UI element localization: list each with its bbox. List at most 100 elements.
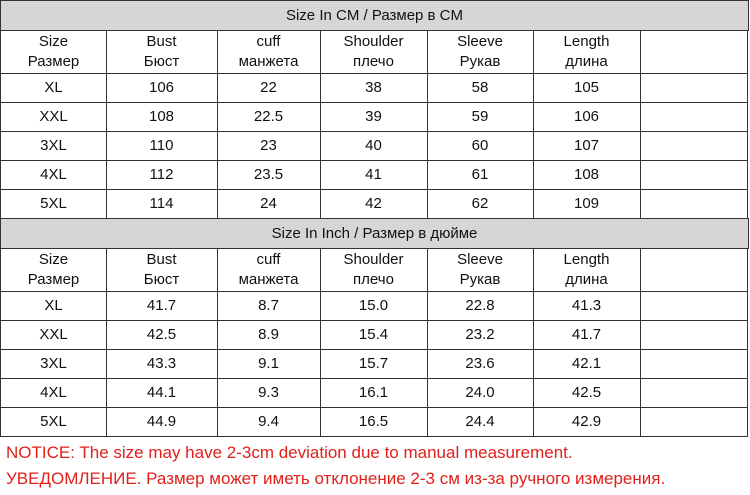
- notice-line: УВЕДОМЛЕНИЕ. Размер может иметь отклонен…: [6, 469, 666, 488]
- data-cell: 108: [533, 160, 641, 190]
- data-cell: 23.2: [427, 320, 534, 350]
- data-cell: 42.5: [533, 378, 641, 408]
- header-cell: [640, 248, 748, 292]
- data-cell: 61: [427, 160, 534, 190]
- header-cell: Length длина: [533, 30, 641, 74]
- data-cell: 107: [533, 131, 641, 161]
- header-line: Shoulder: [343, 250, 404, 268]
- header-line: Size: [38, 250, 69, 268]
- data-cell: 106: [533, 102, 641, 132]
- data-cell: 112: [106, 160, 218, 190]
- data-cell: 22.5: [217, 102, 321, 132]
- data-cell: 44.1: [106, 378, 218, 408]
- data-cell: 24: [217, 189, 321, 219]
- header-line: манжета: [238, 52, 299, 70]
- header-line: Bust: [146, 32, 177, 50]
- data-cell: 24.4: [427, 407, 534, 437]
- header-cell: Bust Бюст: [106, 248, 218, 292]
- header-line: длина: [565, 270, 608, 288]
- header-line: Shoulder: [343, 32, 404, 50]
- data-cell: 40: [320, 131, 428, 161]
- data-cell: 23.5: [217, 160, 321, 190]
- header-cell: Bust Бюст: [106, 30, 218, 74]
- header-cell: Shoulder плечо: [320, 30, 428, 74]
- data-cell: 42.5: [106, 320, 218, 350]
- data-cell: 22.8: [427, 291, 534, 321]
- data-cell: 42: [320, 189, 428, 219]
- data-cell: 15.7: [320, 349, 428, 379]
- data-cell: [640, 102, 748, 132]
- data-cell: 8.9: [217, 320, 321, 350]
- data-cell: [640, 73, 748, 103]
- header-line: Бюст: [143, 270, 180, 288]
- data-cell: 3XL: [0, 131, 107, 161]
- data-cell: 3XL: [0, 349, 107, 379]
- data-cell: 5XL: [0, 407, 107, 437]
- data-cell: 8.7: [217, 291, 321, 321]
- data-cell: 59: [427, 102, 534, 132]
- data-cell: [640, 131, 748, 161]
- header-line: Sleeve: [457, 32, 503, 50]
- header-cell: Length длина: [533, 248, 641, 292]
- header-cell: Shoulder плечо: [320, 248, 428, 292]
- header-cell: [640, 30, 748, 74]
- data-cell: 41.7: [533, 320, 641, 350]
- data-cell: 60: [427, 131, 534, 161]
- header-line: Length: [563, 250, 610, 268]
- header-line: плечо: [353, 52, 394, 70]
- data-cell: [640, 291, 748, 321]
- header-line: Size: [38, 32, 69, 50]
- data-cell: 16.5: [320, 407, 428, 437]
- header-line: Бюст: [143, 52, 180, 70]
- header-cell: cuff манжета: [217, 30, 321, 74]
- data-cell: 42.9: [533, 407, 641, 437]
- data-cell: 15.4: [320, 320, 428, 350]
- data-cell: 109: [533, 189, 641, 219]
- notice-line: NOTICE: The size may have 2-3cm deviatio…: [6, 443, 573, 462]
- data-cell: [640, 189, 748, 219]
- data-cell: 110: [106, 131, 218, 161]
- data-cell: 22: [217, 73, 321, 103]
- data-cell: 42.1: [533, 349, 641, 379]
- data-cell: [640, 378, 748, 408]
- header-cell: Sleeve Рукав: [427, 30, 534, 74]
- data-cell: 43.3: [106, 349, 218, 379]
- data-cell: XL: [0, 291, 107, 321]
- header-cell: cuff манжета: [217, 248, 321, 292]
- header-line: cuff: [256, 32, 281, 50]
- data-cell: 114: [106, 189, 218, 219]
- data-cell: 41: [320, 160, 428, 190]
- data-cell: XL: [0, 73, 107, 103]
- data-cell: 58: [427, 73, 534, 103]
- data-cell: 9.1: [217, 349, 321, 379]
- header-cell: Sleeve Рукав: [427, 248, 534, 292]
- data-cell: 4XL: [0, 160, 107, 190]
- header-line: Размер: [27, 52, 80, 70]
- data-cell: 15.0: [320, 291, 428, 321]
- data-cell: 44.9: [106, 407, 218, 437]
- data-cell: [640, 160, 748, 190]
- data-cell: XXL: [0, 320, 107, 350]
- data-cell: 9.4: [217, 407, 321, 437]
- header-cell: Size Размер: [0, 248, 107, 292]
- header-line: Размер: [27, 270, 80, 288]
- header-line: длина: [565, 52, 608, 70]
- header-line: Bust: [146, 250, 177, 268]
- header-line: Sleeve: [457, 250, 503, 268]
- data-cell: 16.1: [320, 378, 428, 408]
- data-cell: 9.3: [217, 378, 321, 408]
- data-cell: 41.3: [533, 291, 641, 321]
- section-title: Size In Inch / Размер в дюйме: [0, 218, 749, 249]
- data-cell: [640, 349, 748, 379]
- header-cell: Size Размер: [0, 30, 107, 74]
- data-cell: 23.6: [427, 349, 534, 379]
- data-cell: 24.0: [427, 378, 534, 408]
- header-line: Рукав: [459, 270, 501, 288]
- data-cell: 39: [320, 102, 428, 132]
- header-line: Length: [563, 32, 610, 50]
- data-cell: 41.7: [106, 291, 218, 321]
- header-line: Рукав: [459, 52, 501, 70]
- data-cell: 5XL: [0, 189, 107, 219]
- data-cell: 105: [533, 73, 641, 103]
